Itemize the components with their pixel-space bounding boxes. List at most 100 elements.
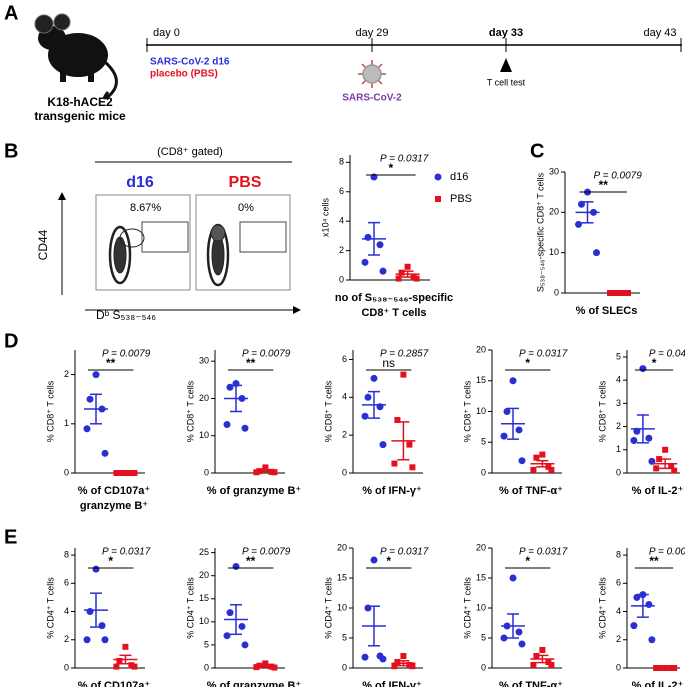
data-point <box>376 241 384 249</box>
legend-marker <box>435 196 441 202</box>
arrow <box>500 58 512 72</box>
data-point <box>370 374 378 382</box>
x-axis-label: % of CD107a⁺ <box>78 485 151 497</box>
y-tick-label: 2 <box>64 634 69 644</box>
y-tick-label: 15 <box>476 375 486 385</box>
day-label: day 0 <box>153 27 180 39</box>
flow-title: PBS <box>229 174 262 191</box>
x-axis-label: % of IFN-γ⁺ <box>362 485 422 497</box>
y-tick-label: 20 <box>337 542 347 552</box>
x-axis-label: no of S₅₃₈₋₅₄₆-specific <box>335 292 453 304</box>
data-point <box>253 664 260 671</box>
day-label: day 29 <box>355 27 388 39</box>
data-point <box>379 441 387 449</box>
y-tick-label: 0 <box>339 274 344 284</box>
p-value: P = 0.0317 <box>380 547 429 558</box>
y-tick-label: 5 <box>616 351 621 361</box>
data-point <box>226 609 234 617</box>
data-point <box>515 628 523 636</box>
data-point <box>409 464 416 471</box>
day-label: day 33 <box>489 27 523 39</box>
y-tick-label: 8 <box>616 549 621 559</box>
gate-percent: 0% <box>238 202 254 214</box>
data-point <box>370 556 378 564</box>
significance-stars: * <box>525 356 530 370</box>
data-point <box>500 432 508 440</box>
y-axis-label: % CD8⁺ T cells <box>323 380 333 442</box>
y-tick-label: 2 <box>64 369 69 379</box>
y-axis-label: % CD8⁺ T cells <box>45 380 55 442</box>
y-axis-label: % CD4⁺ T cells <box>185 577 195 639</box>
panel-label: C <box>530 140 544 162</box>
y-tick-label: 2 <box>616 634 621 644</box>
data-point <box>83 425 91 433</box>
x-axis-label: granzyme B⁺ <box>80 500 148 512</box>
data-point <box>241 641 249 649</box>
data-point <box>539 451 546 458</box>
data-point <box>500 634 508 642</box>
p-value: P = 0.0079 <box>242 349 291 360</box>
data-point <box>653 465 660 472</box>
data-point <box>404 263 411 270</box>
y-tick-label: 6 <box>64 578 69 588</box>
data-point <box>394 417 401 424</box>
data-point <box>379 267 387 275</box>
x-axis-label: CD8⁺ T cells <box>361 307 426 319</box>
data-point <box>509 574 517 582</box>
arrow-head <box>293 306 301 314</box>
data-point <box>391 663 398 670</box>
arrow-head <box>58 192 66 200</box>
data-point <box>113 663 120 670</box>
data-point <box>593 249 600 257</box>
y-axis-label: % CD8⁺ T cells <box>597 380 607 442</box>
x-axis-label: % of TNF-α⁺ <box>499 485 563 497</box>
data-point <box>645 434 653 442</box>
y-tick-label: 10 <box>199 430 209 440</box>
flow-plot <box>95 194 291 291</box>
mouse-label: K18-hACE2 <box>47 95 113 109</box>
y-axis-label: S₅₃₈₋₅₄₆-specific CD8⁺ T cells <box>535 172 545 292</box>
y-tick-label: 2 <box>342 430 347 440</box>
p-value: P = 0.2857 <box>380 349 429 360</box>
data-point <box>223 421 231 429</box>
data-point <box>364 233 372 241</box>
data-point <box>361 258 369 266</box>
significance-stars: * <box>386 554 391 568</box>
y-tick-label: 0 <box>64 662 69 672</box>
y-tick-label: 10 <box>549 247 559 257</box>
y-tick-label: 0 <box>616 467 621 477</box>
y-tick-label: 8 <box>339 157 344 167</box>
y-tick-label: 15 <box>337 572 347 582</box>
data-point <box>391 460 398 467</box>
data-point <box>98 622 106 630</box>
x-axis-label: % of granzyme B⁺ <box>207 485 302 497</box>
y-tick-label: 5 <box>204 639 209 649</box>
panel-label: E <box>4 526 17 548</box>
data-point <box>262 660 269 667</box>
y-tick-label: 4 <box>339 216 344 226</box>
mouse-icon <box>34 13 118 100</box>
data-point <box>662 446 669 453</box>
x-axis-label: % of TNF-α⁺ <box>499 680 563 687</box>
significance-stars: * <box>652 356 657 370</box>
data-point <box>122 643 129 650</box>
treatment: SARS-CoV-2 d16 <box>150 57 230 68</box>
y-tick-label: 6 <box>339 186 344 196</box>
y-tick-label: 20 <box>476 542 486 552</box>
significance-stars: ** <box>106 356 116 370</box>
data-point <box>253 469 260 476</box>
data-point <box>101 636 109 644</box>
y-tick-label: 30 <box>549 166 559 176</box>
significance-stars: ns <box>382 356 395 370</box>
data-point <box>398 269 405 276</box>
data-point <box>238 622 246 630</box>
y-axis-label: x10⁴ cells <box>320 198 330 237</box>
y-tick-label: 0 <box>616 662 621 672</box>
y-tick-label: 0 <box>481 662 486 672</box>
p-value: P = 0.0476 <box>649 349 685 360</box>
significance-stars: * <box>388 161 393 175</box>
y-tick-label: 4 <box>64 606 69 616</box>
y-tick-label: 0 <box>204 662 209 672</box>
data-point <box>503 408 511 415</box>
y-axis-label: % CD4⁺ T cells <box>323 577 333 639</box>
